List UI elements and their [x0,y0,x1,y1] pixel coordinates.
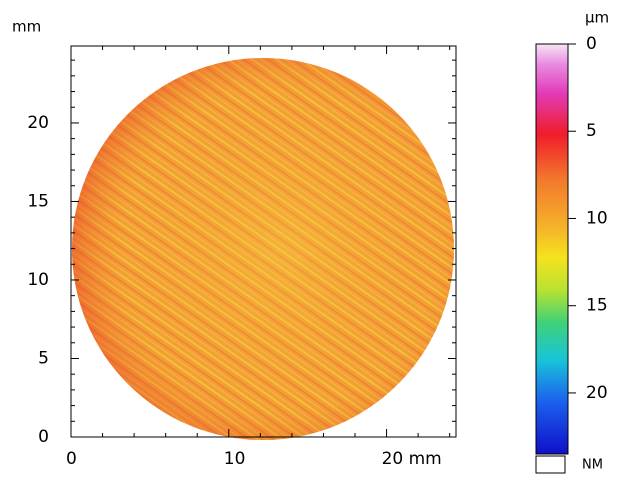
colorbar-tick-label: 0 [586,34,597,54]
colorbar-tick-label: 15 [586,296,608,316]
y-tick-label: 20 [27,113,49,133]
x-tick-label: 0 [66,449,77,469]
colorbar-tick-label: 10 [586,208,608,228]
colorbar-unit: µm [585,9,609,27]
legend-swatch [536,456,565,473]
colorbar-tick-label: 20 [586,383,608,403]
y-tick-label: 10 [27,270,49,290]
x-tick-label: 20 mm [382,449,442,469]
colorbar [536,44,568,454]
legend-label: NM [582,458,603,473]
y-unit: mm [12,18,41,36]
y-tick-label: 0 [38,427,49,447]
surface-shading [72,58,454,440]
y-tick-label: 5 [38,348,49,368]
chart: mm µm NM 0 10 20 mm 0 5 10 15 20 0 5 10 15 20 [0,0,629,495]
colorbar-tick-label: 5 [586,121,597,141]
y-tick-label: 15 [27,191,49,211]
surface-image [72,58,454,440]
x-tick-label: 10 [224,449,246,469]
